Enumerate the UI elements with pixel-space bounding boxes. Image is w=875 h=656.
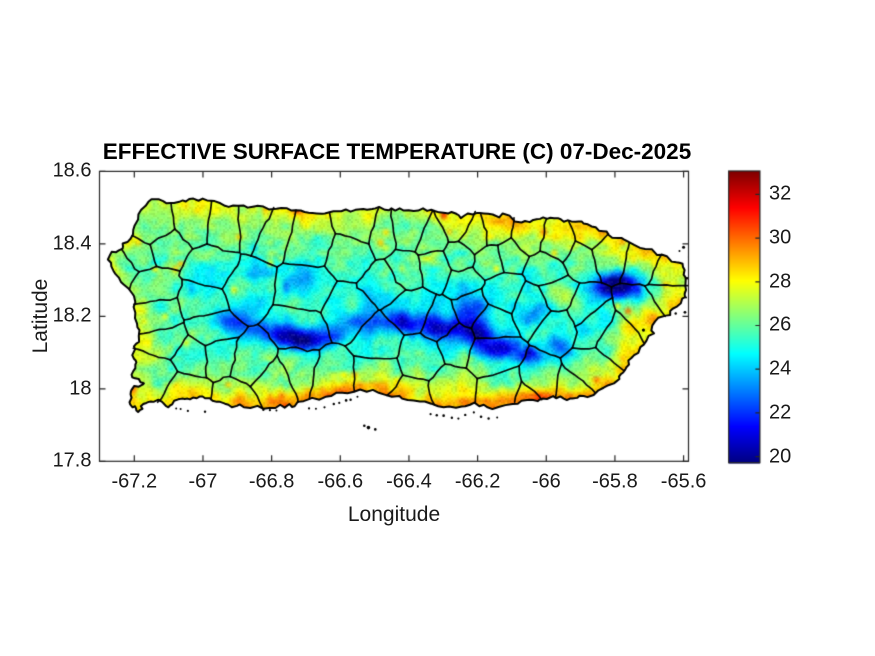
x-tick-label: -66.2 xyxy=(454,470,501,492)
y-axis-label: Latitude xyxy=(29,278,52,354)
x-tick-label: -65.6 xyxy=(660,470,707,492)
x-tick-label: -66 xyxy=(531,470,561,492)
colorbar-tick-label: 30 xyxy=(769,226,792,249)
x-tick-label: -67.2 xyxy=(111,470,158,492)
chart-title: EFFECTIVE SURFACE TEMPERATURE (C) 07-Dec… xyxy=(102,139,692,164)
x-tick-label: -66.6 xyxy=(317,470,364,492)
y-tick-label: 18.4 xyxy=(52,232,92,255)
colorbar-tick-label: 20 xyxy=(769,445,792,468)
x-tick-label: -66.4 xyxy=(386,470,432,492)
y-tick-label: 17.8 xyxy=(52,449,92,472)
colorbar-tick-label: 28 xyxy=(769,270,792,293)
x-tick-label: -67 xyxy=(188,470,218,492)
colorbar-tick-label: 26 xyxy=(769,313,792,336)
colorbar-tick-label: 32 xyxy=(769,182,792,205)
colorbar-tick-label: 22 xyxy=(769,401,792,424)
x-axis-label: Longitude xyxy=(347,502,441,526)
x-tick-label: -65.8 xyxy=(592,470,638,492)
y-tick-label: 18.6 xyxy=(52,159,92,182)
y-tick-label: 18 xyxy=(69,377,92,400)
y-tick-label: 18.2 xyxy=(52,304,92,327)
x-tick-label: -66.8 xyxy=(248,470,295,492)
colorbar-tick-label: 24 xyxy=(769,357,792,380)
